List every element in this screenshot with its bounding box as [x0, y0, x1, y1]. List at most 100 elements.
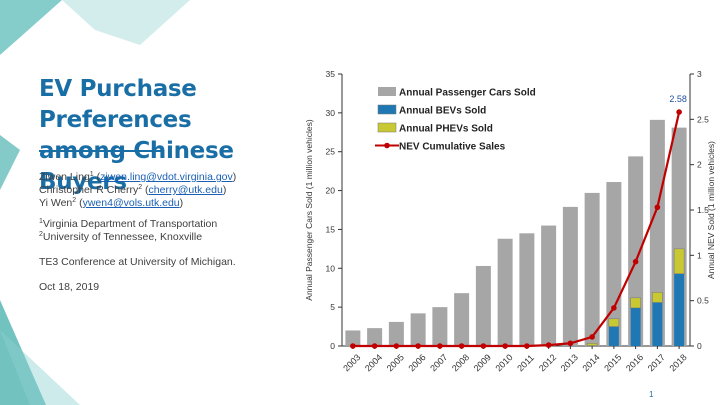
affiliation-1: 1Virginia Department of Transportation [39, 218, 217, 231]
bar-phev [608, 318, 620, 327]
bar-passenger-cars [345, 330, 361, 346]
affiliation-1-text: Virginia Department of Transportation [42, 218, 218, 230]
bar-passenger-cars [649, 119, 665, 346]
legend-swatch-nev-marker [384, 142, 390, 149]
author-2-name: Christopher R Cherry [39, 184, 139, 196]
bar-phev [673, 248, 685, 274]
teal-shape-bottom-left [0, 300, 46, 405]
bar-passenger-cars [432, 307, 448, 346]
y-tick-label: 15 [326, 224, 336, 234]
point-nev-cumulative [632, 258, 639, 265]
author-3-email-link[interactable]: ywen4@vols.utk.edu [82, 197, 180, 209]
point-nev-cumulative [676, 109, 682, 115]
y2-tick-label: 3 [697, 69, 702, 79]
x-tick-label: 2011 [515, 353, 536, 374]
legend-swatch-cars [378, 87, 396, 96]
point-nev-cumulative [654, 204, 661, 211]
legend-label: Annual PHEVs Sold [399, 124, 493, 135]
bar-passenger-cars [584, 192, 600, 346]
x-tick-label: 2016 [624, 352, 645, 373]
bar-bev [652, 302, 663, 346]
y-axis-title: Annual Passenger Cars Sold (1 million ve… [304, 119, 314, 301]
author-3: Yi Wen2 (ywen4@vols.utk.edu) [39, 197, 184, 209]
x-tick-label: 2010 [493, 352, 514, 373]
author-1-email-link[interactable]: ziwen.ling@vdot.virginia.gov [100, 171, 233, 183]
x-tick-label: 2005 [385, 352, 406, 373]
teal-shape-left-mid [0, 135, 20, 190]
bar-passenger-cars [454, 293, 470, 346]
point-nev-cumulative [350, 343, 356, 349]
point-nev-cumulative [415, 343, 421, 349]
x-tick-label: 2018 [667, 352, 688, 373]
bar-passenger-cars [519, 233, 535, 346]
point-nev-cumulative [502, 343, 508, 349]
y2-axis-title: Annual NEV Sold (1 million vehicles) [706, 141, 716, 279]
bar-phev [630, 297, 641, 309]
legend-swatch-phev [377, 122, 397, 133]
y2-tick-label: 0 [697, 341, 702, 351]
bar-passenger-cars [388, 321, 404, 346]
bar-passenger-cars [541, 225, 557, 346]
affiliation-list: 1Virginia Department of Transportation 2… [39, 218, 217, 244]
teal-shape-top-left [0, 0, 62, 55]
point-nev-cumulative [371, 343, 378, 349]
legend-label: Annual Passenger Cars Sold [399, 88, 536, 99]
point-nev-cumulative [437, 343, 443, 349]
y-tick-label: 20 [326, 186, 336, 196]
teal-shape-bottom-band [0, 330, 80, 405]
y-tick-label: 25 [326, 147, 336, 157]
x-tick-label: 2015 [602, 352, 623, 373]
y2-tick-label: 0.5 [697, 296, 709, 306]
point-nev-cumulative [458, 343, 465, 349]
x-tick-label: 2012 [537, 352, 558, 373]
x-tick-label: 2003 [341, 352, 362, 373]
affiliation-2-mark: 2 [39, 231, 43, 238]
y2-tick-label: 2.5 [697, 114, 709, 124]
bar-passenger-cars [562, 206, 578, 346]
bar-passenger-cars [475, 265, 491, 346]
author-2-email-link[interactable]: cherry@utk.edu [148, 184, 223, 196]
x-tick-label: 2004 [363, 352, 384, 373]
legend-label: Annual BEVs Sold [399, 106, 486, 117]
affiliation-2: 2University of Tennessee, Knoxville [39, 231, 217, 244]
point-nev-cumulative [545, 342, 552, 348]
x-tick-label: 2013 [559, 352, 580, 373]
author-3-name: Yi Wen [39, 197, 73, 209]
y-tick-label: 30 [326, 108, 336, 118]
point-nev-cumulative [567, 340, 574, 347]
bar-passenger-cars [606, 182, 622, 346]
legend-label: NEV Cumulative Sales [399, 142, 506, 153]
bar-phev [586, 343, 598, 346]
author-3-affil-mark: 2 [72, 197, 77, 204]
bar-phev [652, 292, 663, 303]
x-tick-label: 2009 [472, 352, 493, 373]
y-tick-label: 35 [326, 69, 336, 79]
author-1-name: Ziwen Ling [39, 171, 90, 183]
x-tick-label: 2006 [406, 352, 427, 373]
bar-passenger-cars [367, 328, 383, 346]
x-tick-label: 2017 [646, 352, 667, 373]
teal-shape-top-band [62, 0, 190, 45]
author-1: Ziwen Ling1 (ziwen.ling@vdot.virginia.go… [39, 171, 237, 183]
legend-swatch-bev [377, 104, 397, 115]
affiliation-1-mark: 1 [39, 218, 43, 225]
presentation-date: Oct 18, 2019 [39, 281, 100, 293]
bar-passenger-cars [410, 313, 426, 346]
y-tick-label: 10 [326, 263, 336, 273]
point-nev-cumulative [393, 343, 400, 349]
title-underline [39, 150, 162, 152]
bar-bev [608, 326, 619, 346]
page-number: 1 [649, 390, 654, 399]
author-2-affil-mark: 2 [138, 184, 143, 191]
title-line-1: EV Purchase Preferences [39, 76, 197, 133]
conference-name: TE3 Conference at University of Michigan… [39, 256, 236, 268]
y-tick-label: 0 [330, 341, 335, 351]
y2-tick-label: 2 [697, 160, 702, 170]
author-1-affil-mark: 1 [89, 171, 94, 178]
x-tick-label: 2014 [580, 352, 601, 373]
point-nev-cumulative [480, 343, 487, 349]
point-nev-cumulative [524, 343, 530, 349]
point-nev-cumulative [589, 334, 595, 340]
